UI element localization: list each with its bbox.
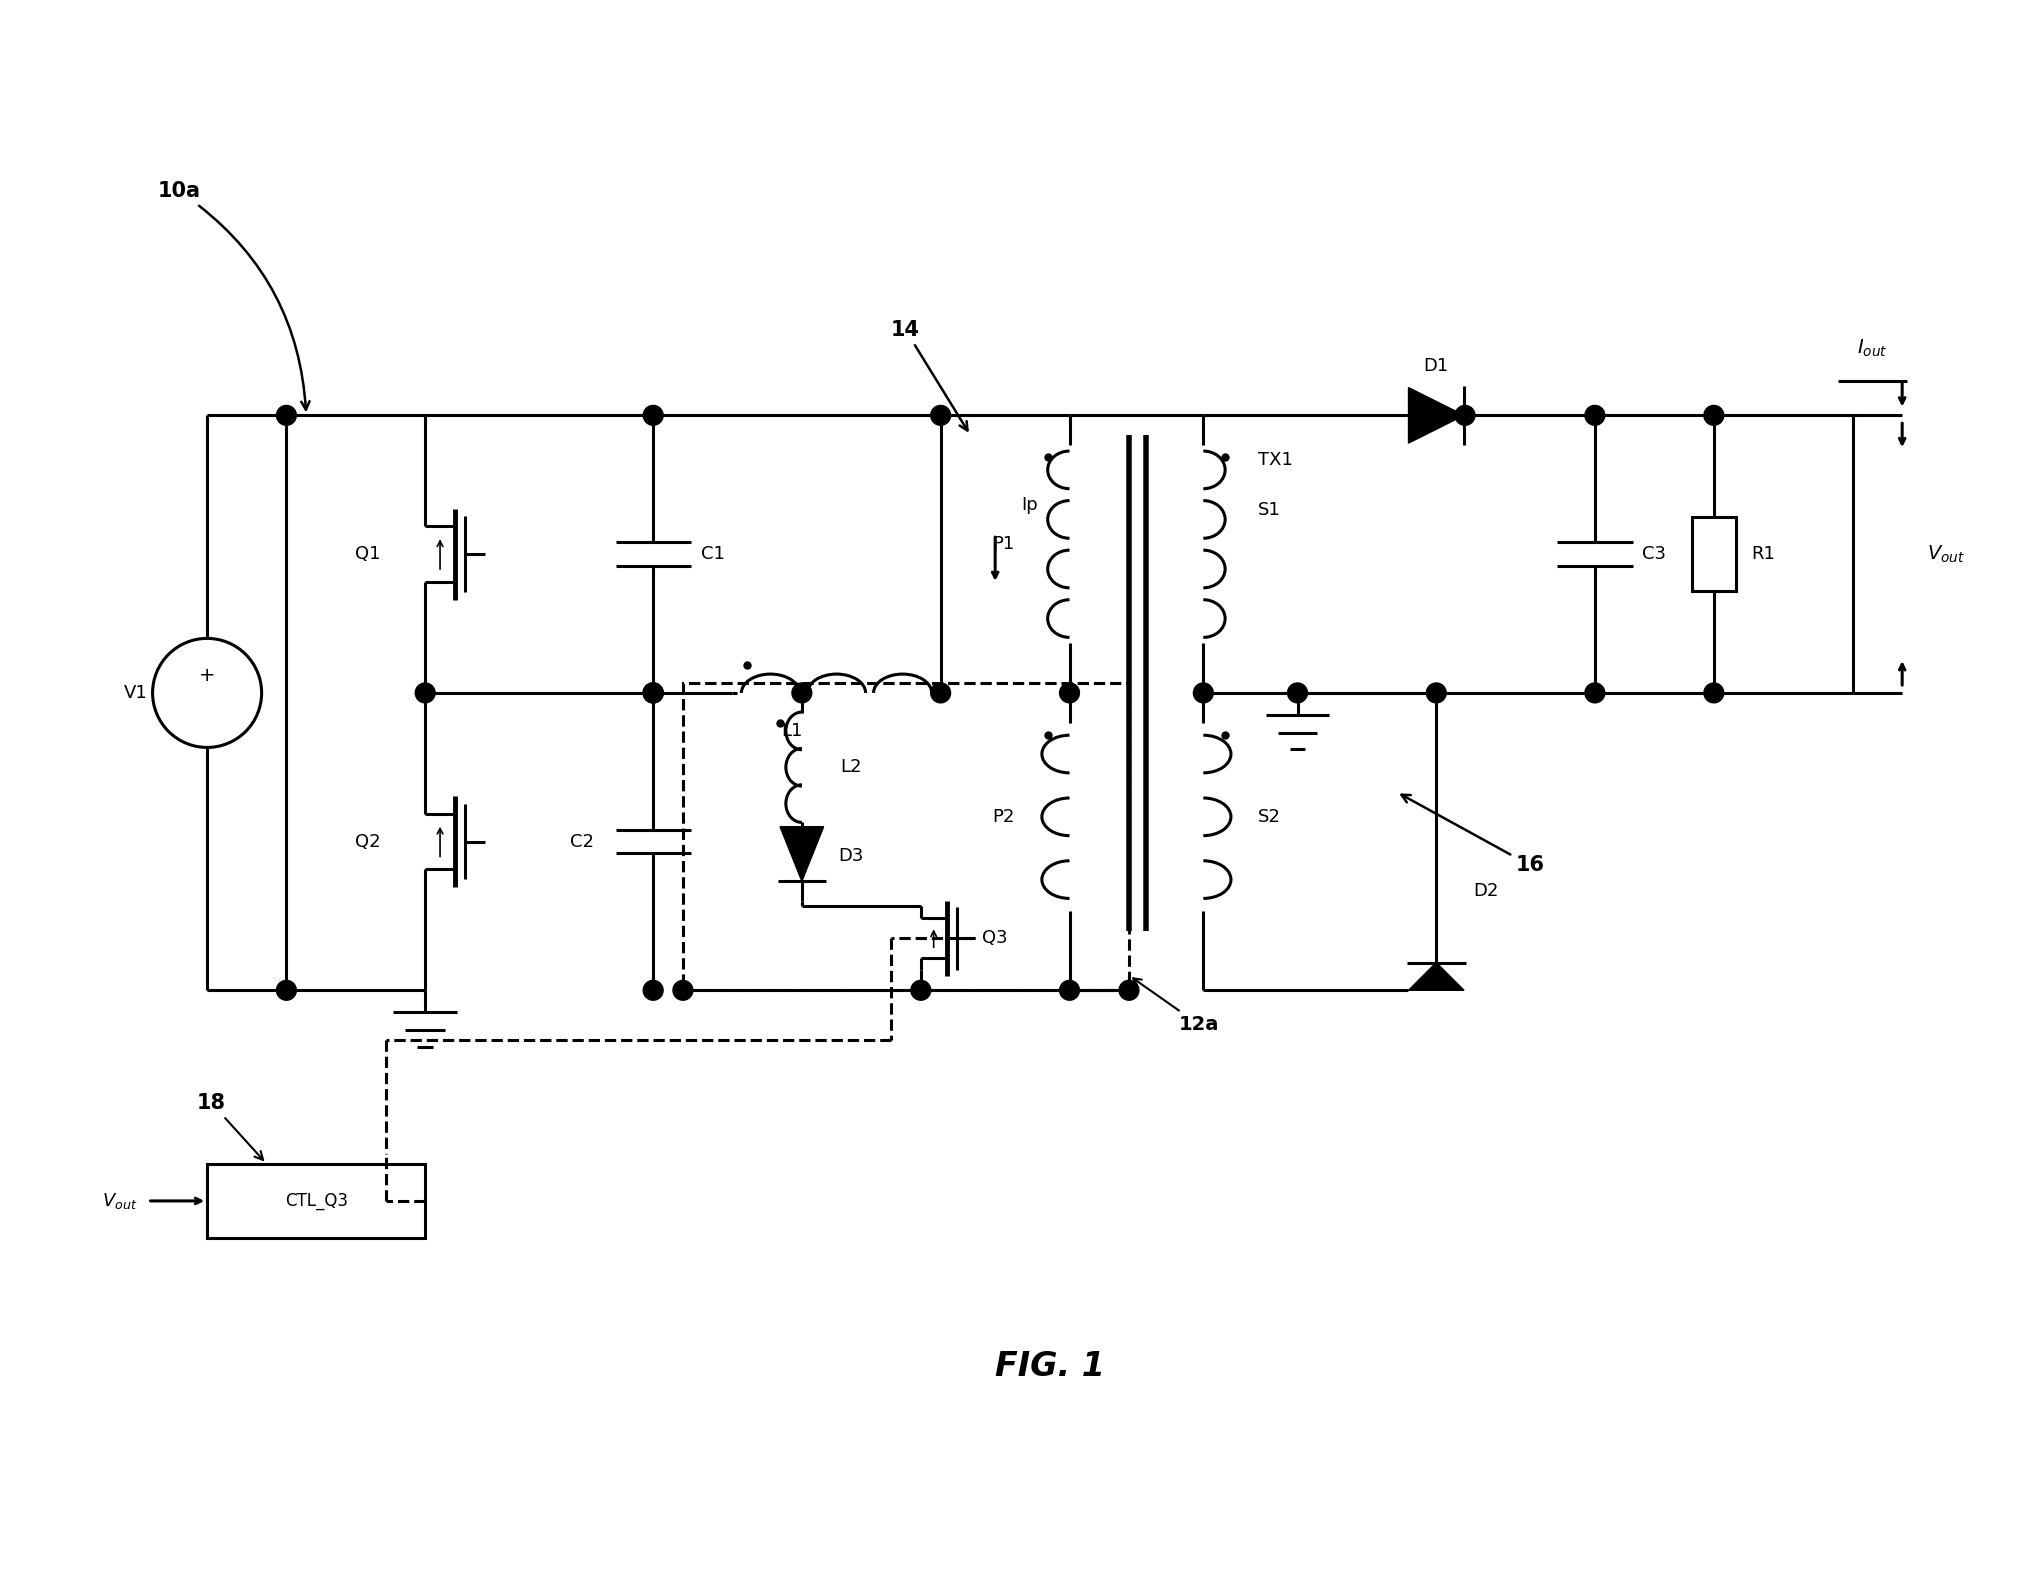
Text: 12a: 12a	[1133, 979, 1218, 1033]
Circle shape	[643, 406, 663, 425]
FancyBboxPatch shape	[207, 1164, 426, 1239]
Circle shape	[416, 683, 436, 702]
Polygon shape	[1409, 963, 1463, 990]
Circle shape	[643, 683, 663, 702]
Circle shape	[673, 981, 693, 1000]
Text: Ip: Ip	[1022, 495, 1038, 514]
Circle shape	[1060, 981, 1080, 1000]
Text: S1: S1	[1259, 500, 1281, 519]
Circle shape	[930, 683, 951, 702]
Circle shape	[643, 981, 663, 1000]
FancyBboxPatch shape	[1693, 517, 1735, 591]
Text: Q2: Q2	[355, 833, 381, 850]
Text: TX1: TX1	[1259, 451, 1293, 470]
Circle shape	[1119, 981, 1139, 1000]
Circle shape	[1705, 683, 1723, 702]
Text: C3: C3	[1642, 544, 1666, 564]
Text: L1: L1	[780, 721, 803, 740]
Circle shape	[1455, 406, 1476, 425]
Text: Q3: Q3	[983, 930, 1007, 947]
Text: 18: 18	[197, 1094, 264, 1161]
Circle shape	[1705, 406, 1723, 425]
Text: $V_{out}$: $V_{out}$	[101, 1191, 138, 1212]
Text: Q1: Q1	[355, 544, 381, 564]
Text: CTL_Q3: CTL_Q3	[284, 1192, 349, 1210]
Circle shape	[930, 406, 951, 425]
Circle shape	[643, 683, 663, 702]
Text: D3: D3	[839, 847, 864, 866]
Circle shape	[910, 981, 930, 1000]
Circle shape	[793, 683, 811, 702]
Text: FIG. 1: FIG. 1	[995, 1350, 1105, 1383]
Text: R1: R1	[1751, 544, 1776, 564]
Text: C1: C1	[701, 544, 724, 564]
Text: 16: 16	[1401, 794, 1545, 876]
Text: C2: C2	[570, 833, 594, 850]
Circle shape	[643, 683, 663, 702]
Circle shape	[1427, 683, 1445, 702]
Text: D1: D1	[1423, 357, 1449, 374]
Text: D2: D2	[1474, 882, 1498, 899]
Circle shape	[276, 981, 296, 1000]
Text: P2: P2	[993, 807, 1016, 826]
Circle shape	[1060, 683, 1080, 702]
Text: 10a: 10a	[158, 181, 310, 409]
Text: $V_{out}$: $V_{out}$	[1928, 543, 1964, 565]
Polygon shape	[780, 826, 823, 882]
Text: V1: V1	[124, 685, 148, 702]
Circle shape	[276, 406, 296, 425]
Circle shape	[1287, 683, 1307, 702]
Text: P1: P1	[993, 535, 1016, 552]
Circle shape	[1585, 683, 1605, 702]
Circle shape	[1194, 683, 1214, 702]
Circle shape	[1585, 406, 1605, 425]
Text: L2: L2	[841, 758, 861, 777]
Text: 14: 14	[892, 320, 967, 430]
Text: +: +	[199, 665, 215, 685]
Text: $I_{out}$: $I_{out}$	[1857, 338, 1887, 358]
Text: S2: S2	[1259, 807, 1281, 826]
Polygon shape	[1409, 387, 1463, 443]
